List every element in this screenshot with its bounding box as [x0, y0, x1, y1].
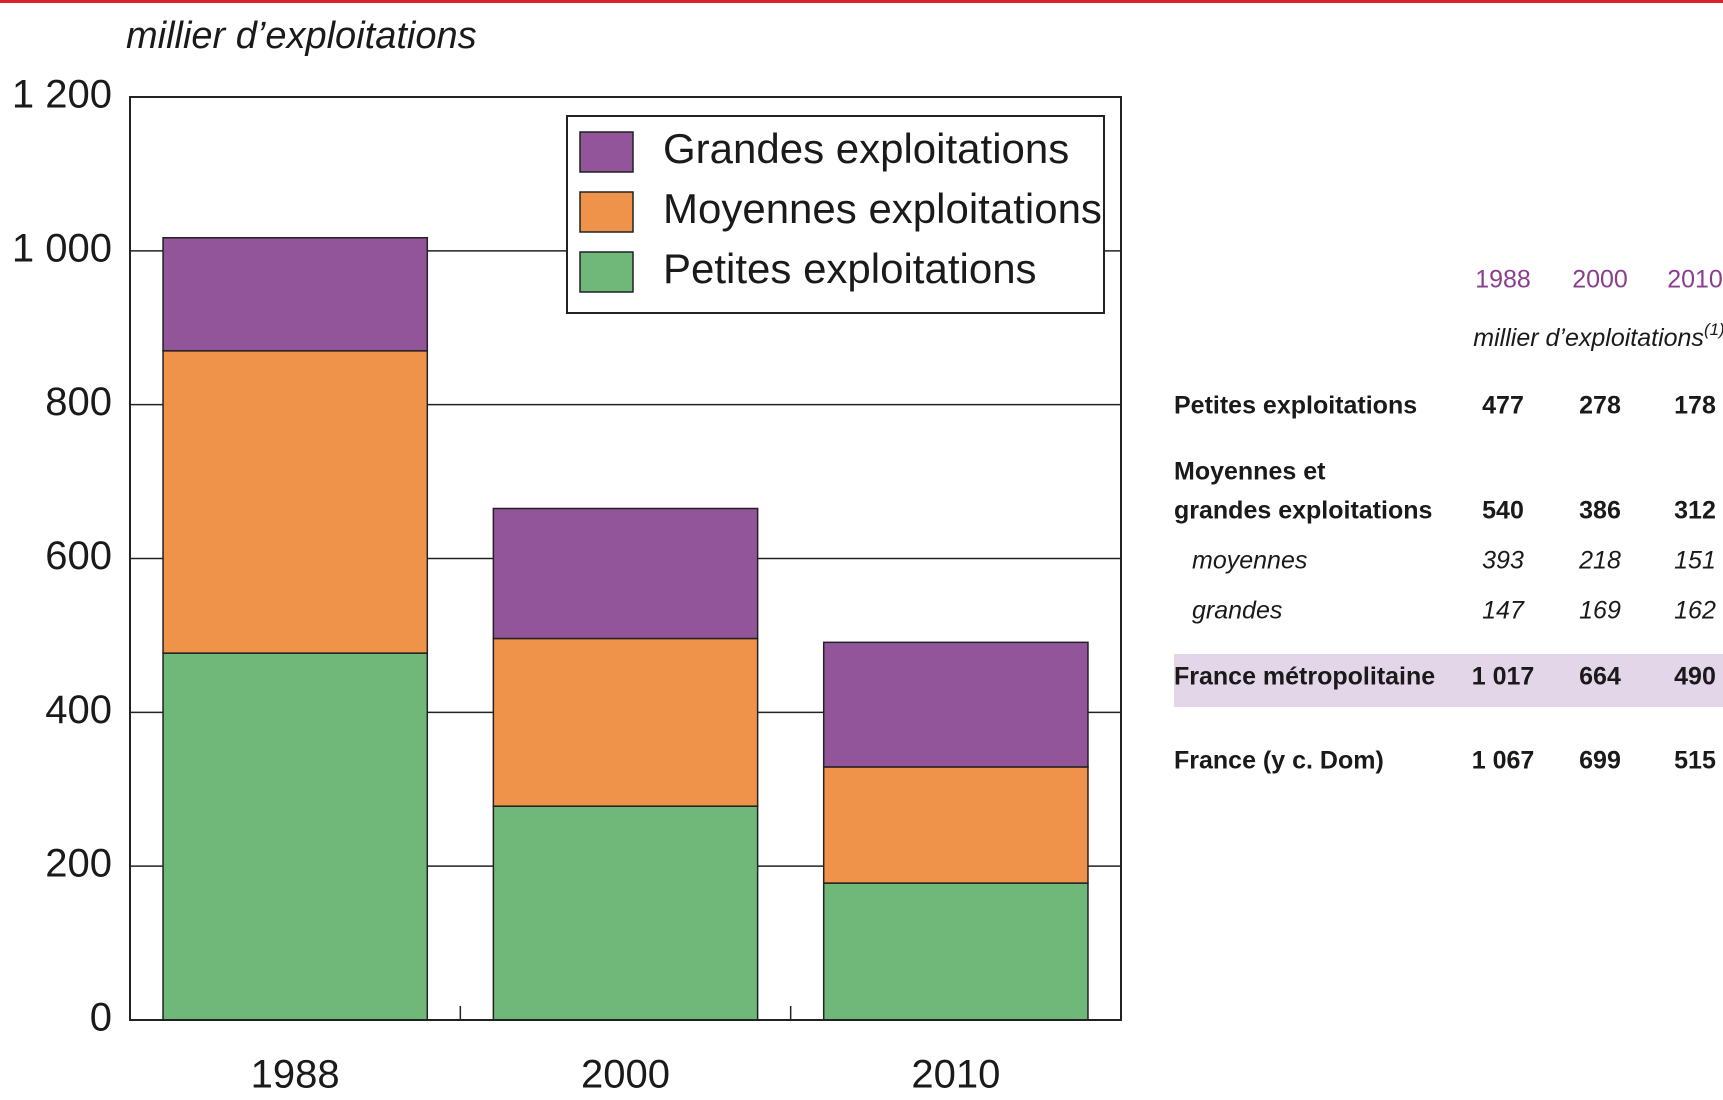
table-row-label: Petites exploitations: [1174, 392, 1417, 420]
legend-swatch: [579, 191, 634, 233]
y-tick-label: 400: [45, 688, 112, 732]
table-row-label: France (y c. Dom): [1174, 747, 1384, 775]
table-cell: 178: [1674, 392, 1716, 420]
table-footnote: (1): [1704, 320, 1723, 339]
y-tick-label: 600: [45, 534, 112, 578]
legend-label: Grandes exploitations: [663, 125, 1069, 172]
bar-segment: [822, 766, 1089, 884]
bar-segment: [492, 805, 759, 1021]
table-cell: 1 067: [1472, 747, 1535, 775]
y-axis-label: millier d’exploitations: [126, 15, 477, 57]
bar-segment: [492, 637, 759, 807]
legend-label: Petites exploitations: [663, 245, 1037, 292]
y-tick-label: 0: [90, 996, 112, 1040]
legend-box: [566, 115, 1105, 314]
table-cell: 393: [1482, 547, 1524, 575]
table-column-header: 2000: [1572, 266, 1628, 294]
table-column-header: 2010: [1667, 266, 1723, 294]
y-tick-label: 800: [45, 380, 112, 424]
table-cell: 699: [1579, 747, 1621, 775]
table-cell: 169: [1579, 597, 1621, 625]
table-cell: 540: [1482, 497, 1524, 525]
table-highlight: [1174, 654, 1723, 707]
x-tick-label: 2000: [581, 1053, 670, 1097]
bar-segment: [162, 350, 429, 654]
y-tick-label: 200: [45, 842, 112, 886]
plot-frame: [129, 96, 1122, 1021]
table-unit: millier d’exploitations(1): [1473, 320, 1723, 351]
table-cell: 312: [1674, 497, 1716, 525]
top-rule: [0, 0, 1723, 3]
legend-swatch: [579, 251, 634, 293]
table-cell: 218: [1578, 547, 1621, 575]
legend-label: Moyennes exploitations: [663, 185, 1102, 232]
table-row-label: France métropolitaine: [1174, 663, 1435, 691]
bar-segment: [822, 641, 1089, 768]
table-column-header: 1988: [1475, 266, 1531, 294]
table-cell: 477: [1482, 392, 1524, 420]
table-row-label: grandes exploitations: [1174, 497, 1432, 525]
table-row-label: Moyennes et: [1174, 458, 1326, 486]
table-cell: 162: [1674, 597, 1716, 625]
table-cell: 278: [1579, 392, 1621, 420]
table-cell: 1 017: [1472, 663, 1535, 691]
table-cell: 664: [1579, 663, 1621, 691]
bar-segment: [492, 507, 759, 640]
table-cell: 515: [1674, 747, 1716, 775]
bar-segment: [162, 652, 429, 1021]
table-cell: 490: [1674, 663, 1716, 691]
bar-segment: [162, 237, 429, 352]
y-tick-label: 1 200: [12, 73, 112, 117]
table-cell: 151: [1674, 547, 1716, 575]
table-cell: 386: [1579, 497, 1621, 525]
table-row-label: moyennes: [1192, 547, 1307, 575]
y-tick-label: 1 000: [12, 226, 112, 270]
legend-swatch: [579, 131, 634, 173]
table-cell: 147: [1482, 597, 1525, 625]
x-tick-label: 1988: [251, 1053, 340, 1097]
table-unit-text: millier d’exploitations: [1473, 324, 1704, 352]
bar-segment: [822, 882, 1089, 1021]
x-tick-label: 2010: [911, 1053, 1000, 1097]
table-row-label: grandes: [1192, 597, 1282, 625]
